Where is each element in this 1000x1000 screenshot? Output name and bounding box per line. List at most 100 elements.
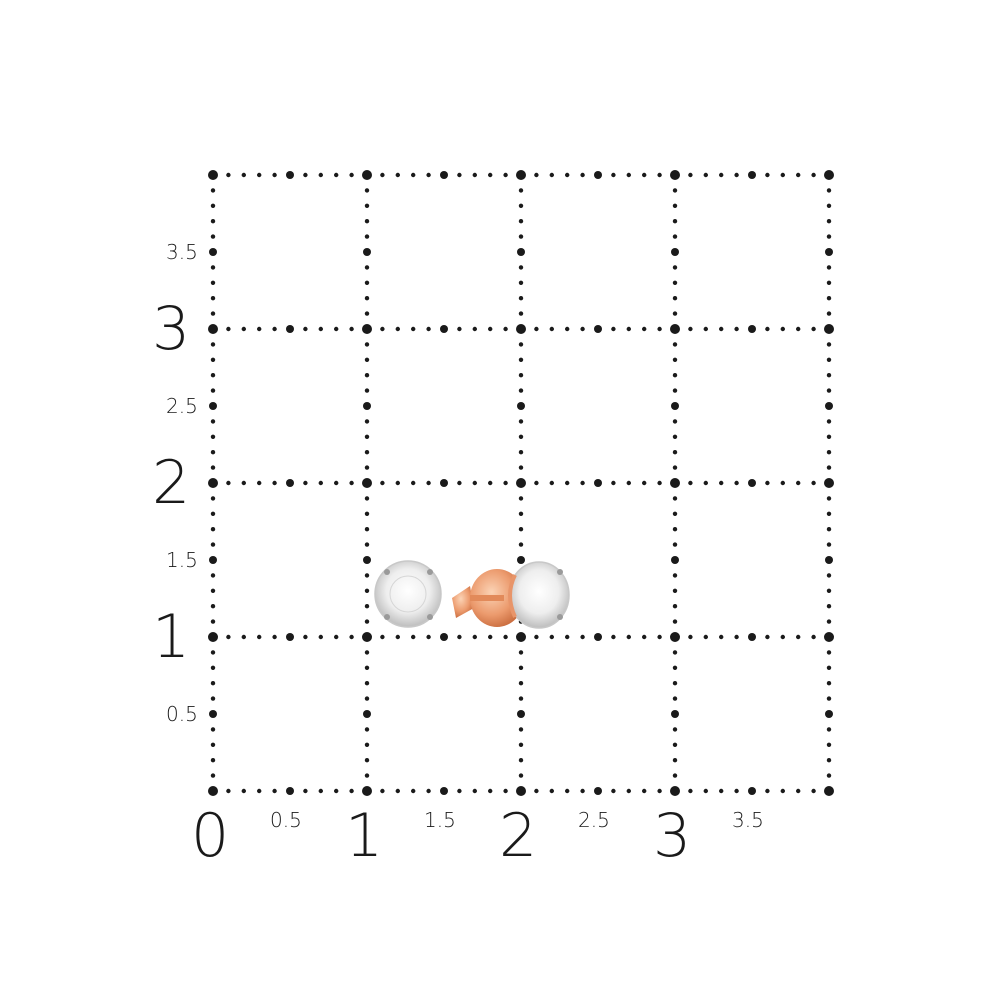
grid-dot (488, 172, 493, 178)
grid-dot (518, 681, 524, 686)
grid-dot (363, 710, 371, 718)
grid-dot (364, 388, 370, 393)
grid-dot (286, 787, 294, 795)
x-axis-label: 0.5 (270, 808, 302, 832)
grid-dot (518, 280, 524, 285)
grid-dot (826, 465, 832, 470)
grid-dot (241, 326, 246, 332)
x-axis-label: 0 (191, 801, 230, 871)
grid-dot (380, 480, 385, 486)
grid-dot (534, 480, 539, 486)
grid-dot (719, 788, 724, 794)
grid-dot (549, 172, 554, 178)
grid-dot (226, 480, 231, 486)
grid-dot (672, 450, 678, 455)
grid-dot (334, 480, 339, 486)
grid-dot (210, 203, 216, 208)
y-axis-label: 3.5 (166, 240, 198, 264)
grid-dot (518, 342, 524, 347)
grid-dot (765, 172, 770, 178)
grid-dot (719, 480, 724, 486)
grid-dot (272, 480, 277, 486)
grid-dot (826, 496, 832, 501)
grid-dot (472, 788, 477, 794)
grid-dot (826, 342, 832, 347)
grid-dot (826, 296, 832, 301)
grid-dot (672, 280, 678, 285)
grid-dot (208, 786, 218, 796)
grid-dot (518, 665, 524, 670)
grid-dot (457, 634, 462, 640)
grid-dot (208, 632, 218, 642)
grid-dot (672, 419, 678, 424)
grid-dot (688, 788, 693, 794)
grid-dot (362, 478, 372, 488)
grid-dot (395, 326, 400, 332)
grid-dot (825, 710, 833, 718)
grid-dot (826, 527, 832, 532)
grid-dot (565, 634, 570, 640)
grid-dot (272, 326, 277, 332)
grid-dot (472, 172, 477, 178)
grid-dot (518, 450, 524, 455)
grid-dot (411, 172, 416, 178)
grid-dot (534, 326, 539, 332)
grid-dot (363, 248, 371, 256)
grid-dot (780, 172, 785, 178)
grid-dot (826, 773, 832, 778)
grid-dot (272, 172, 277, 178)
grid-dot (210, 681, 216, 686)
grid-dot (518, 203, 524, 208)
grid-dot (826, 619, 832, 624)
grid-dot (565, 788, 570, 794)
grid-dot (826, 265, 832, 270)
grid-dot (518, 388, 524, 393)
grid-dot (210, 296, 216, 301)
y-axis-label: 3 (152, 294, 191, 364)
grid-dot (671, 402, 679, 410)
grid-dot (518, 434, 524, 439)
grid-dot (503, 326, 508, 332)
grid-dot (780, 634, 785, 640)
grid-dot (364, 203, 370, 208)
grid-dot (811, 788, 816, 794)
grid-dot (672, 296, 678, 301)
grid-dot (364, 219, 370, 224)
grid-dot (671, 248, 679, 256)
grid-dot (534, 788, 539, 794)
grid-dot (210, 234, 216, 239)
grid-dot (518, 419, 524, 424)
grid-dot (826, 604, 832, 609)
grid-dot (811, 634, 816, 640)
grid-dot (318, 788, 323, 794)
grid-dot (719, 634, 724, 640)
grid-dot (642, 480, 647, 486)
grid-dot (364, 434, 370, 439)
grid-dot (734, 172, 739, 178)
grid-dot (380, 634, 385, 640)
grid-dot (303, 480, 308, 486)
grid-dot (208, 170, 218, 180)
grid-dot (380, 172, 385, 178)
grid-dot (670, 324, 680, 334)
grid-dot (594, 633, 602, 641)
grid-dot (210, 604, 216, 609)
grid-dot (208, 324, 218, 334)
grid-dot (703, 172, 708, 178)
grid-dot (518, 758, 524, 763)
grid-dot (672, 188, 678, 193)
grid-dot (364, 604, 370, 609)
grid-dot (210, 527, 216, 532)
grid-dot (303, 326, 308, 332)
grid-dot (672, 727, 678, 732)
grid-dot (349, 788, 354, 794)
grid-dot (672, 511, 678, 516)
grid-dot (210, 758, 216, 763)
grid-dot (518, 357, 524, 362)
grid-dot (826, 681, 832, 686)
grid-dot (488, 326, 493, 332)
grid-dot (565, 480, 570, 486)
x-axis-label: 1 (345, 801, 384, 871)
grid-dot (516, 786, 526, 796)
grid-dot (518, 696, 524, 701)
